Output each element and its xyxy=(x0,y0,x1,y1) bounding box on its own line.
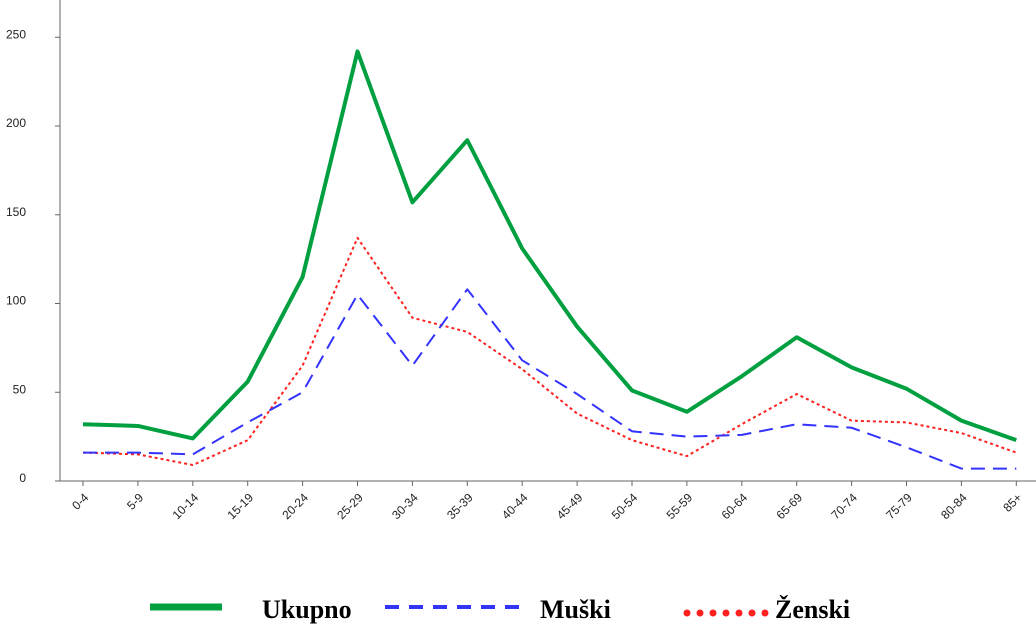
line-series xyxy=(83,288,1017,470)
x-tick-label: 35-39 xyxy=(444,490,476,522)
x-tick-label: 0-4 xyxy=(69,490,91,512)
legend-swatch xyxy=(696,609,704,617)
x-tick-label: 25-29 xyxy=(334,490,366,522)
legend-swatch xyxy=(722,609,730,617)
x-tick-label: 10-14 xyxy=(170,490,202,522)
legend-label: Ženski xyxy=(775,595,850,624)
x-tick-label: 30-34 xyxy=(389,490,421,522)
x-tick-label: 40-44 xyxy=(499,490,531,522)
x-tick-label: 15-19 xyxy=(224,490,256,522)
y-tick-label: 200 xyxy=(6,116,26,130)
x-tick-label: 50-54 xyxy=(609,490,641,522)
y-tick-label: 250 xyxy=(6,27,26,41)
x-tick-label: 20-24 xyxy=(279,490,311,522)
x-tick-label: 85+ xyxy=(1000,490,1024,514)
x-tick-label: 60-64 xyxy=(719,490,751,522)
legend-swatch xyxy=(761,609,769,617)
legend-swatch xyxy=(735,609,743,617)
legend-label: Ukupno xyxy=(262,595,352,624)
y-tick-label: 50 xyxy=(13,382,27,396)
x-tick-label: 65-69 xyxy=(773,490,805,522)
x-tick-label: 70-74 xyxy=(828,490,860,522)
legend-swatch xyxy=(709,609,717,617)
line-series xyxy=(82,236,1017,467)
x-tick-label: 75-79 xyxy=(883,490,915,522)
y-tick-label: 150 xyxy=(6,205,26,219)
y-tick-label: 100 xyxy=(6,294,26,308)
x-tick-label: 45-49 xyxy=(554,490,586,522)
line-series xyxy=(82,49,1017,443)
y-tick-label: 0 xyxy=(19,471,26,485)
x-tick-label: 80-84 xyxy=(938,490,970,522)
x-tick-label: 5-9 xyxy=(124,490,146,512)
x-tick-label: 55-59 xyxy=(664,490,696,522)
legend-swatch xyxy=(683,609,691,617)
legend-swatch xyxy=(748,609,756,617)
legend-label: Muški xyxy=(540,595,611,624)
